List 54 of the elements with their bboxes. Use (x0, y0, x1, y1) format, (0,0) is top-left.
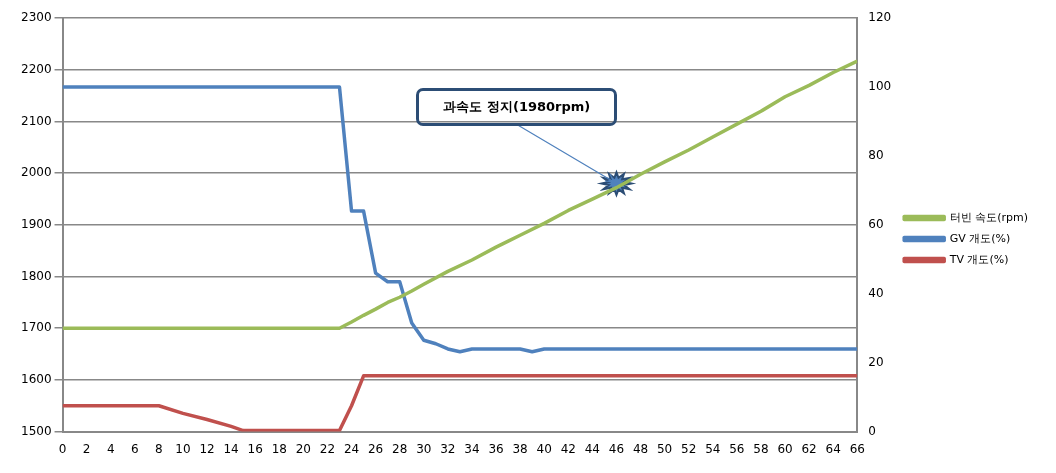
annotation: 과속도 정지(1980rpm) (416, 87, 618, 126)
y-tick-label: 1800 (20, 268, 52, 283)
x-tick-label: 46 (608, 441, 625, 456)
legend-label: GV 개도(%) (949, 231, 1011, 245)
y-tick-label: 2300 (20, 10, 52, 25)
y2-tick-label: 20 (868, 354, 884, 369)
y2-tick-label: 100 (868, 79, 892, 94)
y-tick-label: 1600 (20, 372, 52, 387)
x-tick-label: 48 (632, 441, 649, 456)
x-tick-label: 18 (271, 441, 287, 456)
x-tick-label: 32 (440, 441, 456, 456)
x-tick-label: 6 (130, 441, 139, 456)
x-tick-label: 64 (825, 441, 841, 456)
x-tick-label: 8 (155, 441, 163, 456)
x-tick-label: 22 (319, 441, 336, 456)
x-tick-label: 38 (512, 441, 528, 456)
x-tick-label: 28 (392, 441, 408, 456)
y-tick-label: 1900 (20, 217, 52, 232)
y-tick-label: 1500 (20, 423, 52, 438)
x-tick-label: 44 (584, 441, 601, 456)
x-tick-label: 42 (560, 441, 576, 456)
x-tick-label: 2 (82, 441, 91, 456)
y2-tick-label: 0 (868, 423, 876, 438)
x-tick-label: 4 (106, 441, 115, 456)
x-tick-label: 34 (464, 441, 480, 456)
y2-tick-label: 60 (868, 217, 884, 232)
legend-label: 터빈 속도(rpm) (949, 210, 1029, 224)
x-tick-label: 62 (801, 441, 817, 456)
x-tick-label: 10 (175, 441, 191, 456)
x-tick-label: 66 (849, 441, 865, 456)
x-tick-label: 26 (367, 441, 384, 456)
x-tick-label: 50 (656, 441, 673, 456)
legend-label: TV 개도(%) (948, 252, 1009, 266)
y-tick-label: 1700 (20, 320, 52, 335)
x-tick-label: 54 (705, 441, 721, 456)
x-tick-label: 12 (199, 441, 215, 456)
x-tick-label: 58 (753, 441, 769, 456)
y-tick-label: 2100 (20, 113, 52, 128)
x-tick-label: 56 (729, 441, 745, 456)
y2-tick-label: 80 (868, 148, 884, 163)
y-tick-label: 2200 (20, 62, 52, 76)
x-tick-label: 60 (777, 441, 793, 456)
x-tick-label: 52 (681, 441, 697, 456)
x-tick-label: 16 (247, 441, 263, 456)
x-tick-label: 30 (416, 441, 432, 456)
x-tick-label: 20 (295, 441, 312, 456)
y2-tick-label: 40 (868, 285, 884, 300)
x-tick-label: 14 (223, 441, 239, 456)
x-tick-label: 40 (536, 441, 552, 456)
y2-tick-label: 120 (868, 10, 892, 25)
x-tick-label: 36 (488, 441, 504, 456)
x-tick-label: 24 (343, 441, 360, 456)
y-tick-label: 2000 (20, 165, 52, 180)
x-tick-label: 0 (58, 441, 67, 456)
